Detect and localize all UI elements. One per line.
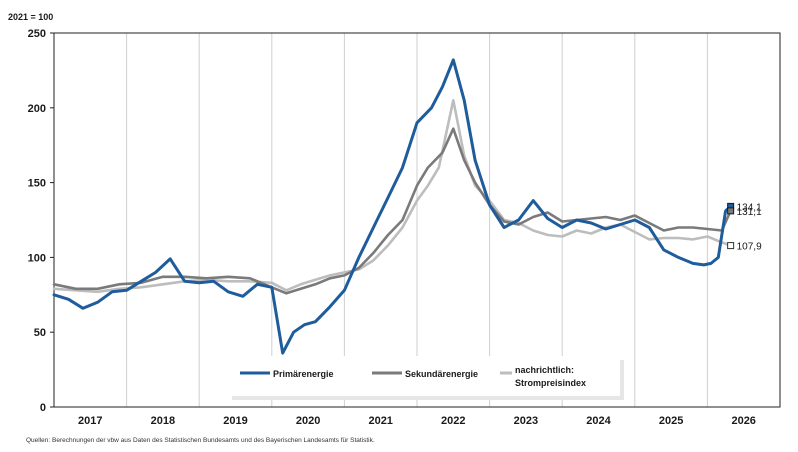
series-line-3 bbox=[52, 99, 732, 294]
y-tick-label: 200 bbox=[28, 103, 46, 115]
legend-box bbox=[228, 356, 620, 396]
series-line-1 bbox=[52, 58, 733, 355]
x-tick-label: 2025 bbox=[659, 415, 683, 427]
y-tick-label: 150 bbox=[28, 178, 46, 190]
end-marker bbox=[727, 207, 735, 215]
y-axis: 0 50 100 150 200 250 bbox=[28, 28, 54, 414]
y-tick-label: 0 bbox=[40, 402, 46, 414]
x-tick-label: 2024 bbox=[586, 415, 611, 427]
series-line-2 bbox=[52, 127, 732, 295]
y-unit-label: 2021 = 100 bbox=[8, 12, 53, 22]
x-tick-label: 2022 bbox=[441, 415, 465, 427]
x-tick-label: 2023 bbox=[514, 415, 538, 427]
x-axis: 2017 2018 2019 2020 2021 2022 2023 2024 2025 2026 bbox=[78, 415, 756, 427]
x-tick-label: 2018 bbox=[151, 415, 175, 427]
end-value-label: 131,1 bbox=[737, 207, 762, 218]
source-note: Quellen: Berechnungen der vbw aus Daten … bbox=[26, 437, 375, 444]
x-tick-label: 2020 bbox=[296, 415, 320, 427]
y-tick-label: 250 bbox=[28, 28, 46, 40]
x-tick-label: 2019 bbox=[223, 415, 247, 427]
end-marker bbox=[727, 242, 735, 250]
legend-label-strom-1: nachrichtlich: bbox=[515, 365, 574, 375]
series-layer bbox=[52, 58, 733, 355]
legend-label-primaer: Primärenergie bbox=[273, 369, 334, 379]
y-tick-label: 100 bbox=[28, 252, 46, 264]
legend-label-sekundaer: Sekundärenergie bbox=[405, 369, 478, 379]
end-value-label: 107,9 bbox=[737, 242, 762, 253]
y-tick-label: 50 bbox=[34, 327, 46, 339]
end-value-label: 134,1 bbox=[737, 202, 762, 213]
legend-label-strom-2: Strompreisindex bbox=[515, 378, 586, 388]
x-tick-label: 2021 bbox=[368, 415, 392, 427]
plot-frame bbox=[53, 32, 781, 408]
legend: Primärenergie Sekundärenergie nachrichtl… bbox=[228, 356, 624, 400]
x-tick-label: 2026 bbox=[731, 415, 755, 427]
x-tick-label: 2017 bbox=[78, 415, 102, 427]
